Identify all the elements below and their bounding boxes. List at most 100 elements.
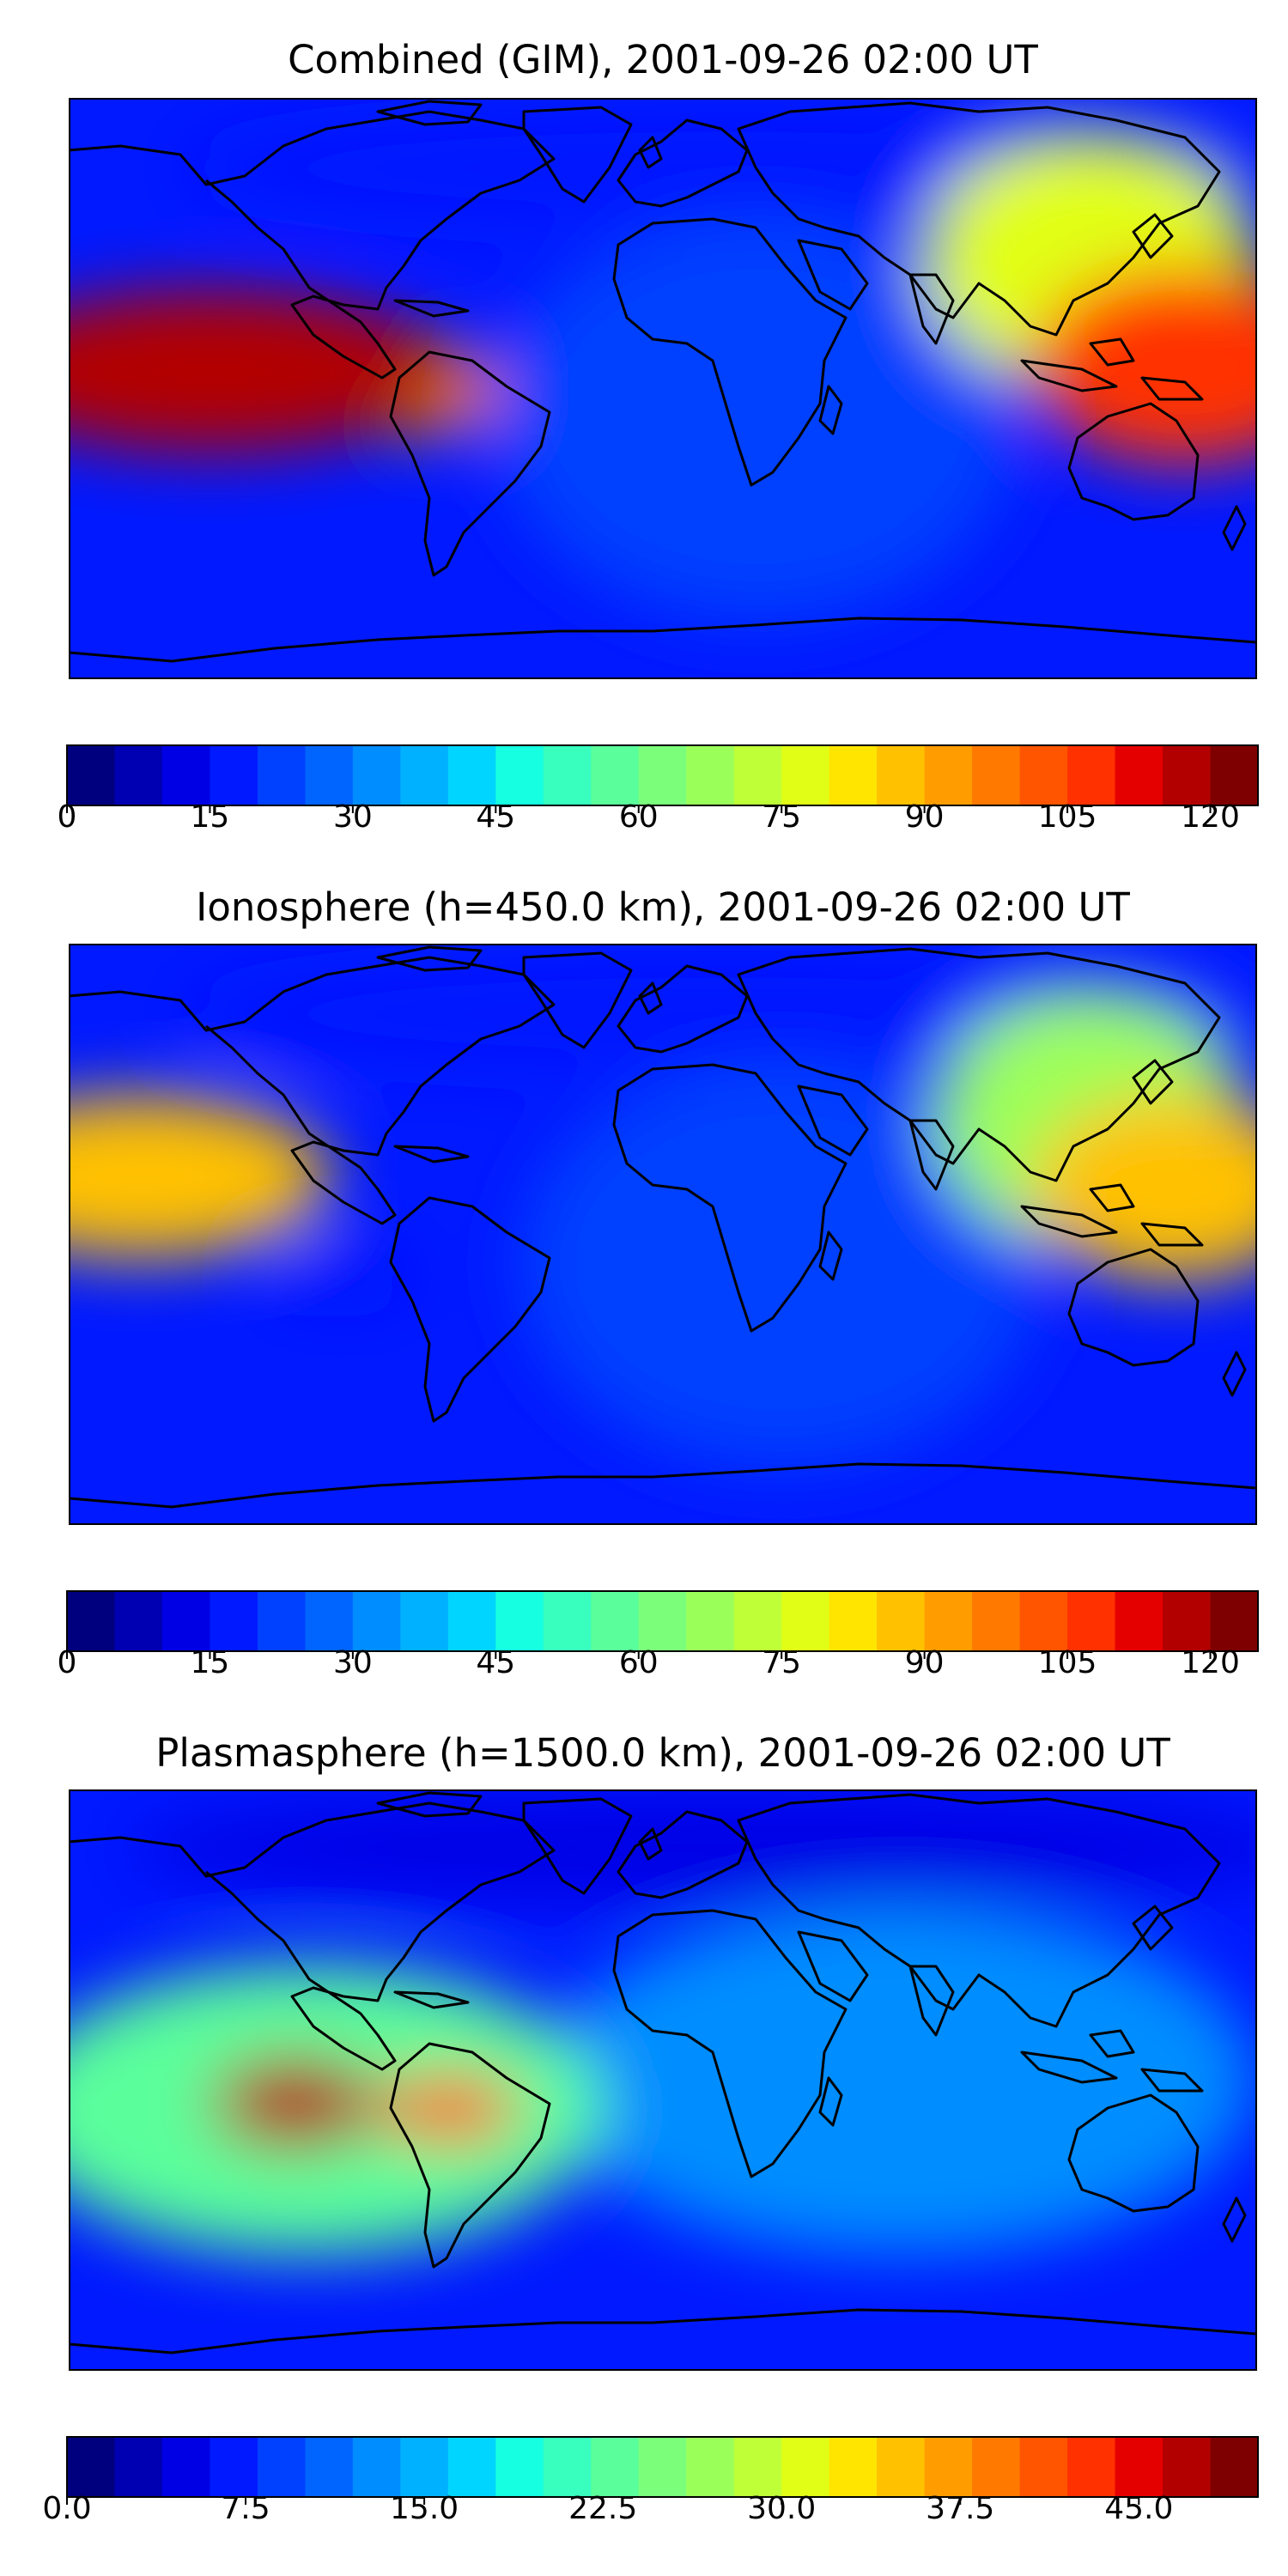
colorbar-segment <box>447 745 496 805</box>
map-area <box>70 945 1256 1524</box>
colorbar-segment <box>305 1591 354 1651</box>
panel-plasmasphere: Plasmasphere (h=1500.0 km), 2001-09-26 0… <box>42 1730 1259 2526</box>
colorbar-segment <box>1163 745 1212 805</box>
colorbar-tick-label: 22.5 <box>568 2491 637 2526</box>
colorbar-segment <box>257 1591 306 1651</box>
colorbar-segment <box>1210 2437 1259 2497</box>
colorbar <box>66 1590 1259 1652</box>
colorbar-segment <box>495 1591 544 1651</box>
colorbar-segment <box>638 745 687 805</box>
colorbar-segment <box>638 2437 687 2497</box>
colorbar-segment <box>543 2437 592 2497</box>
colorbar-segment <box>972 2437 1021 2497</box>
colorbar-tick-label: 0 <box>58 799 77 835</box>
colorbar-tick-label: 105 <box>1038 799 1097 835</box>
colorbar-segment <box>1019 2437 1068 2497</box>
colorbar-tick-label: 60 <box>619 799 659 835</box>
colorbar-segment <box>1163 1591 1212 1651</box>
colorbar-segment <box>161 2437 211 2497</box>
chart-title: Combined (GIM), 2001-09-26 02:00 UT <box>288 37 1038 82</box>
map-frame <box>69 944 1257 1525</box>
colorbar-tick-label: 75 <box>762 799 801 835</box>
colorbar-tick-label: 15 <box>191 799 230 835</box>
heat-region <box>211 2057 379 2150</box>
colorbar-segment <box>1019 1591 1068 1651</box>
colorbar-segment <box>495 745 544 805</box>
colorbar-tick-label: 90 <box>905 1645 945 1680</box>
colorbar-segment <box>257 2437 306 2497</box>
heat-region <box>378 2074 521 2144</box>
colorbar-tick-label: 45 <box>476 1645 515 1680</box>
colorbar-tick-label: 30 <box>333 799 373 835</box>
colorbar-segment <box>924 2437 973 2497</box>
colorbar-segment <box>1019 745 1068 805</box>
colorbar <box>66 744 1259 806</box>
chart-title: Plasmasphere (h=1500.0 km), 2001-09-26 0… <box>155 1730 1170 1776</box>
colorbar-tick-label: 37.5 <box>926 2491 994 2526</box>
panel-combined: Combined (GIM), 2001-09-26 02:00 UT 0 15 3… <box>58 37 1259 835</box>
colorbar-segment <box>447 2437 496 2497</box>
colorbar-segment <box>877 745 926 805</box>
colorbar-segment <box>400 745 449 805</box>
colorbar-segment <box>114 2437 163 2497</box>
colorbar-tick-label: 15.0 <box>390 2491 459 2526</box>
colorbar-segment <box>1115 745 1163 805</box>
colorbar-segment <box>829 745 878 805</box>
colorbar-segment <box>1067 1591 1116 1651</box>
colorbar-segment <box>1210 745 1259 805</box>
colorbar-segment <box>114 745 163 805</box>
colorbar-tick-label: 60 <box>619 1645 659 1680</box>
colorbar-segment <box>400 2437 449 2497</box>
colorbar-segment <box>1067 2437 1116 2497</box>
colorbar-tick-label: 120 <box>1181 799 1240 835</box>
heat-region <box>520 1060 1043 1467</box>
colorbar-segment <box>400 1591 449 1651</box>
colorbar-ticks: 0 15 30 45 60 75 90 105 120 <box>58 1645 1240 1680</box>
colorbar-segment <box>733 1591 782 1651</box>
colorbar-segment <box>972 1591 1021 1651</box>
colorbar-segment <box>638 1591 687 1651</box>
colorbar-segment <box>686 2437 735 2497</box>
colorbar-segment <box>67 745 116 805</box>
colorbar-segment <box>1067 745 1116 805</box>
colorbar-tick-label: 45 <box>476 799 515 835</box>
heat-field <box>70 956 1256 1467</box>
colorbar-ticks: 0.0 7.5 15.0 22.5 30.0 37.5 45.0 <box>42 2491 1173 2526</box>
colorbar-segment <box>1115 2437 1163 2497</box>
colorbar-frame <box>66 1590 1259 1652</box>
colorbar-segment <box>210 745 258 805</box>
heat-region <box>70 289 450 453</box>
colorbar-tick-label: 7.5 <box>221 2491 270 2526</box>
colorbar-segment <box>686 745 735 805</box>
colorbar-segment <box>733 2437 782 2497</box>
colorbar-segment <box>210 1591 258 1651</box>
colorbar-segment <box>591 1591 640 1651</box>
colorbar-tick-label: 45.0 <box>1104 2491 1173 2526</box>
map-area <box>70 1790 1256 2370</box>
colorbar-segment <box>591 2437 640 2497</box>
colorbar-segment <box>352 1591 401 1651</box>
panel-ionosphere: Ionosphere (h=450.0 km), 2001-09-26 02:0… <box>58 884 1259 1680</box>
colorbar-segment <box>305 745 354 805</box>
map-area <box>70 99 1256 678</box>
colorbar-segment <box>829 2437 878 2497</box>
colorbar-segment <box>352 2437 401 2497</box>
colorbar-segment <box>924 1591 973 1651</box>
colorbar-segment <box>781 2437 830 2497</box>
heat-region <box>70 1095 331 1258</box>
colorbar-segment <box>257 745 306 805</box>
colorbar-segment <box>829 1591 878 1651</box>
colorbar-segment <box>686 1591 735 1651</box>
heat-region <box>1030 1095 1256 1281</box>
heat-region <box>129 1790 1256 1906</box>
colorbar-segment <box>877 1591 926 1651</box>
colorbar-tick-label: 30.0 <box>747 2491 816 2526</box>
map-frame <box>69 98 1257 679</box>
colorbar-tick-label: 120 <box>1181 1645 1240 1680</box>
colorbar-segment <box>543 1591 592 1651</box>
colorbar-segment <box>591 745 640 805</box>
colorbar-segment <box>1163 2437 1212 2497</box>
colorbar-segment <box>972 745 1021 805</box>
colorbar-tick-label: 0.0 <box>42 2491 91 2526</box>
